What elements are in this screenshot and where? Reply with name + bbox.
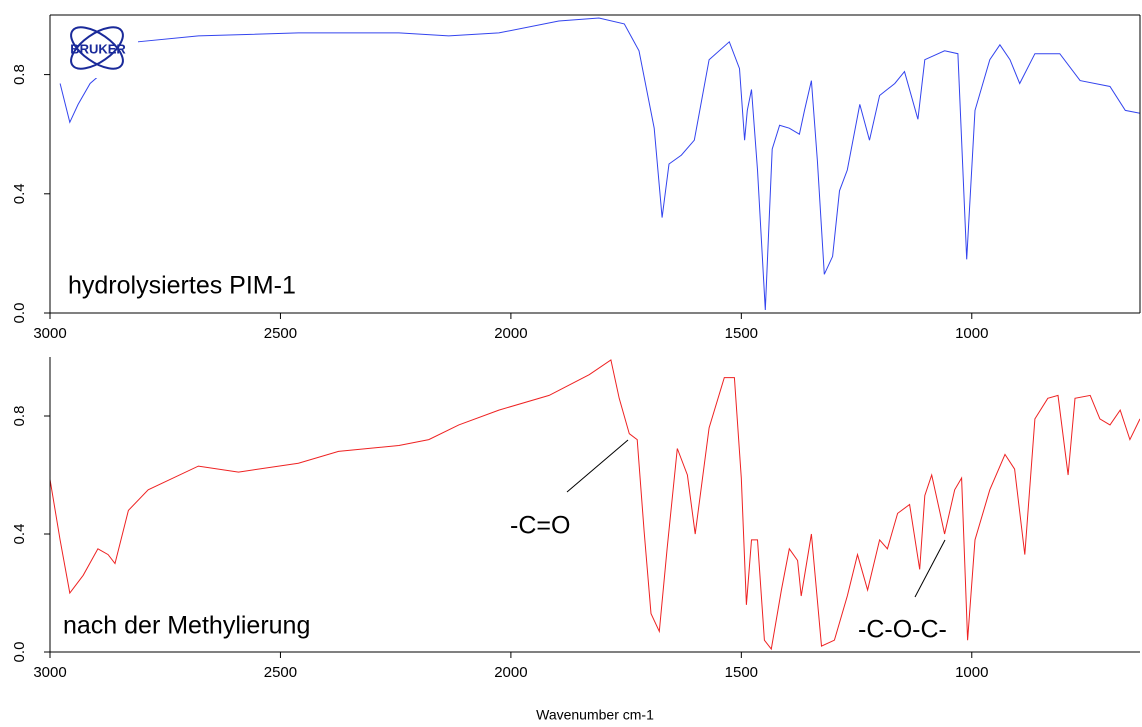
x-tick-label: 2000 <box>494 325 527 342</box>
y-tick-label: 0.4 <box>11 183 28 204</box>
logo-orbit <box>70 26 124 70</box>
annotation-leader <box>914 539 946 598</box>
x-tick-label: 2500 <box>264 664 297 681</box>
annotation: -C=O <box>510 512 570 540</box>
y-tick-label: 0.4 <box>11 524 28 545</box>
x-axis-label: Wavenumber cm-1 <box>536 707 654 723</box>
bruker-logo: BRUKER <box>60 20 138 78</box>
x-tick-label: 1500 <box>725 325 758 342</box>
x-tick-label: 3000 <box>33 325 66 342</box>
x-tick-label: 1000 <box>955 664 988 681</box>
y-tick-label: 0.0 <box>11 642 28 663</box>
y-tick-label: 0.8 <box>11 406 28 427</box>
spectrum-line <box>50 359 1140 651</box>
annotation: hydrolysiertes PIM-1 <box>68 272 296 300</box>
y-tick-label: 0.8 <box>11 64 28 85</box>
annotation-leader <box>566 439 629 493</box>
annotation: -C-O-C- <box>858 616 947 644</box>
x-tick-label: 2500 <box>264 325 297 342</box>
spectrum-line <box>59 17 1140 311</box>
x-tick-label: 1000 <box>955 325 988 342</box>
x-tick-label: 3000 <box>33 664 66 681</box>
plot-area <box>50 359 1140 651</box>
logo-orbit <box>70 26 124 70</box>
x-tick-label: 2000 <box>494 664 527 681</box>
y-tick-label: 0.0 <box>11 303 28 324</box>
logo-text: BRUKER <box>70 41 126 56</box>
annotation: nach der Methylierung <box>63 612 310 640</box>
plot-area <box>59 17 1140 311</box>
x-tick-label: 1500 <box>725 664 758 681</box>
